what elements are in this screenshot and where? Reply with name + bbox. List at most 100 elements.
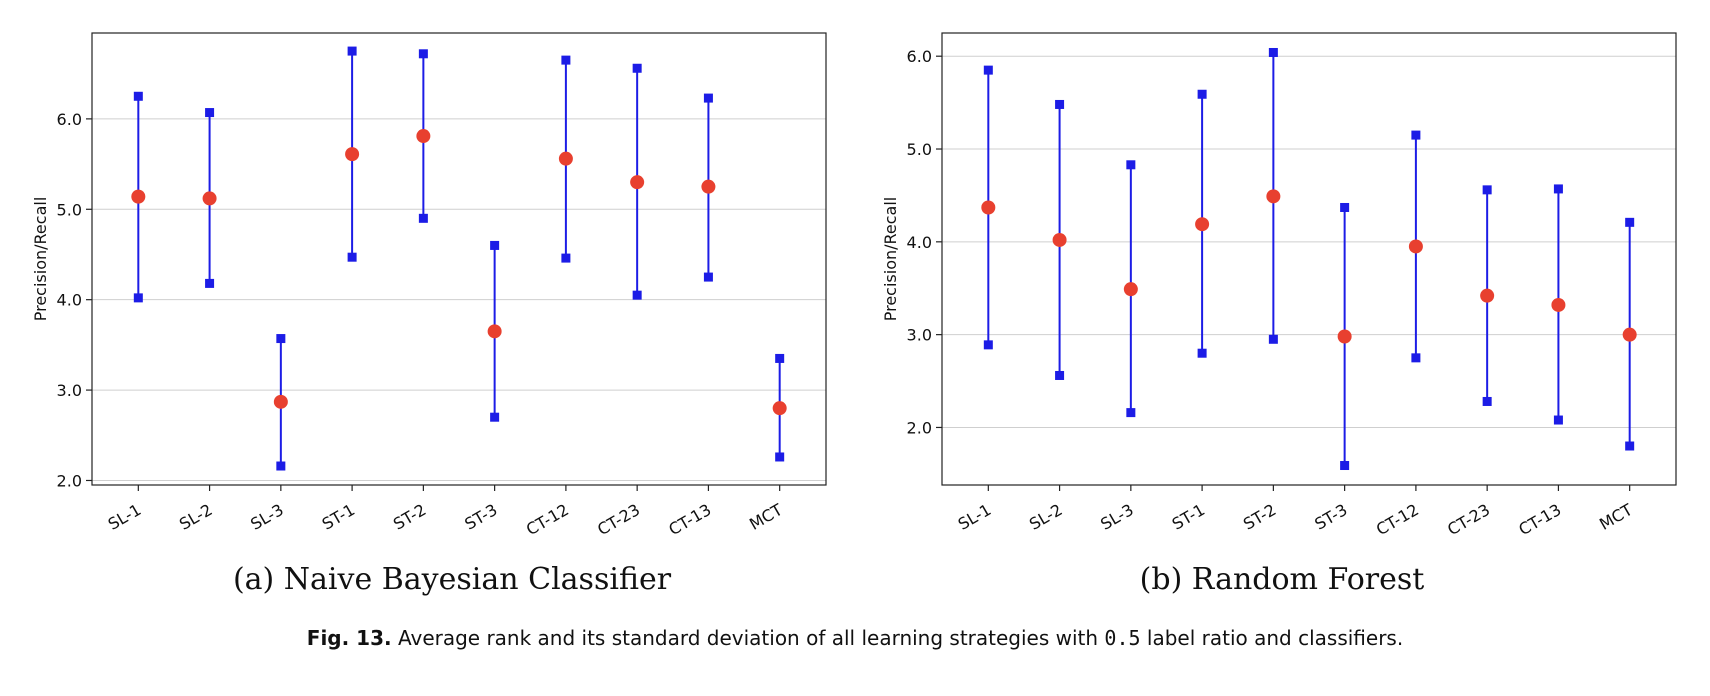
caption-label: Fig. 13. — [306, 626, 392, 650]
x-tick-label: CT-13 — [1515, 500, 1564, 539]
lower-marker — [347, 252, 357, 262]
mean-marker — [1480, 288, 1495, 303]
panel-random-forest: 2.0 3.0 4.0 5.0 6.0 Precision/Recall SL-1 SL-2 S… — [881, 32, 1677, 597]
mean-marker — [202, 191, 217, 206]
x-tick-label: MCT — [746, 500, 786, 534]
lower-marker — [1340, 461, 1350, 471]
mean-marker — [345, 147, 360, 162]
x-tick-label: SL-1 — [105, 500, 145, 534]
caption-text-after: label ratio and classifiers. — [1146, 626, 1404, 650]
upper-marker — [418, 49, 428, 59]
x-tick-label: ST-3 — [461, 500, 500, 534]
upper-marker — [1268, 47, 1278, 57]
plot-frame — [91, 32, 827, 486]
y-tick-label: 2.0 — [907, 418, 932, 437]
x-tick-label: CT-23 — [1444, 500, 1493, 539]
x-tick-label: CT-12 — [1373, 500, 1422, 539]
upper-marker — [347, 46, 357, 56]
upper-marker — [703, 93, 713, 103]
mean-marker — [1337, 329, 1352, 344]
mean-marker — [1052, 232, 1067, 247]
upper-marker — [775, 353, 785, 363]
mean-marker — [981, 200, 996, 215]
mean-marker — [416, 129, 431, 144]
y-axis-label: Precision/Recall — [31, 197, 50, 322]
lower-marker — [561, 253, 571, 263]
mean-marker — [772, 401, 787, 416]
lower-marker — [490, 412, 500, 422]
mean-marker — [1195, 217, 1210, 232]
mean-marker — [273, 394, 288, 409]
mean-marker — [558, 151, 573, 166]
upper-marker — [1482, 185, 1492, 195]
lower-marker — [205, 278, 215, 288]
mean-marker — [1551, 297, 1566, 312]
lower-marker — [1625, 441, 1635, 451]
lower-marker — [632, 290, 642, 300]
x-tick-label: ST-1 — [319, 500, 358, 534]
caption-text-before: Average rank and its standard deviation … — [397, 626, 1099, 650]
upper-marker — [983, 65, 993, 75]
x-tick-label: CT-13 — [665, 500, 714, 539]
x-tick-label: SL-3 — [247, 500, 287, 534]
lower-marker — [775, 452, 785, 462]
mean-marker — [487, 324, 502, 339]
y-axis-label: Precision/Recall — [881, 197, 900, 322]
upper-marker — [1625, 217, 1635, 227]
mean-marker — [701, 179, 716, 194]
mean-marker — [131, 189, 146, 204]
upper-marker — [1126, 160, 1136, 170]
y-tick-label: 5.0 — [57, 200, 82, 219]
x-tick-label: SL-2 — [1026, 500, 1066, 534]
x-tick-label: SL-1 — [955, 500, 995, 534]
lower-marker — [133, 293, 143, 303]
x-tick-label: MCT — [1596, 500, 1636, 534]
mean-marker — [1622, 327, 1637, 342]
caption-code: 0.5 — [1104, 626, 1141, 650]
figure-caption: Fig. 13. Average rank and its standard d… — [0, 626, 1710, 650]
lower-marker — [1268, 334, 1278, 344]
lower-marker — [418, 213, 428, 223]
x-tick-label: CT-12 — [523, 500, 572, 539]
upper-marker — [276, 334, 286, 344]
mean-marker — [1408, 239, 1423, 254]
y-tick-label: 4.0 — [57, 291, 82, 310]
panel-naive-bayes: 2.0 3.0 4.0 5.0 6.0 Precision/Recall SL-1 SL-2 S… — [31, 32, 827, 597]
x-tick-label: ST-2 — [390, 500, 429, 534]
subcaption: (a) Naive Bayesian Classifier — [233, 562, 672, 597]
y-tick-label: 2.0 — [57, 471, 82, 490]
lower-marker — [276, 461, 286, 471]
upper-marker — [490, 240, 500, 250]
upper-marker — [561, 55, 571, 65]
y-tick-label: 6.0 — [57, 110, 82, 129]
x-tick-label: ST-3 — [1311, 500, 1350, 534]
upper-marker — [632, 63, 642, 73]
x-tick-label: CT-23 — [594, 500, 643, 539]
mean-marker — [1266, 189, 1281, 204]
upper-marker — [205, 108, 215, 118]
plot-frame — [941, 32, 1677, 486]
lower-marker — [1482, 396, 1492, 406]
y-tick-label: 3.0 — [907, 326, 932, 345]
y-tick-label: 6.0 — [907, 47, 932, 66]
lower-marker — [1411, 353, 1421, 363]
upper-marker — [133, 91, 143, 101]
y-tick-label: 5.0 — [907, 140, 932, 159]
lower-marker — [1553, 415, 1563, 425]
lower-marker — [1126, 408, 1136, 418]
upper-marker — [1411, 130, 1421, 140]
subcaption: (b) Random Forest — [1140, 562, 1425, 597]
mean-marker — [1123, 282, 1138, 297]
x-tick-label: SL-3 — [1097, 500, 1137, 534]
lower-marker — [983, 340, 993, 350]
lower-marker — [1055, 370, 1065, 380]
x-tick-label: ST-1 — [1169, 500, 1208, 534]
lower-marker — [703, 272, 713, 282]
x-tick-label: ST-2 — [1240, 500, 1279, 534]
lower-marker — [1197, 348, 1207, 358]
x-tick-label: SL-2 — [176, 500, 216, 534]
mean-marker — [630, 175, 645, 190]
upper-marker — [1553, 184, 1563, 194]
y-tick-label: 3.0 — [57, 381, 82, 400]
